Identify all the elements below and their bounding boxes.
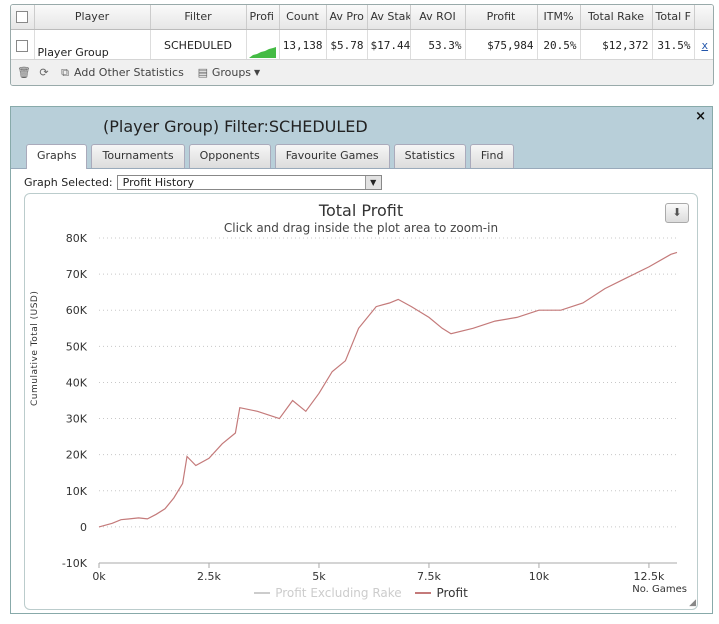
- chart-title: Total Profit: [318, 201, 404, 220]
- y-tick-label: 20K: [66, 449, 88, 462]
- legend-item-profit[interactable]: Profit: [415, 586, 468, 600]
- x-tick-label: 2.5k: [197, 570, 221, 583]
- row-checkbox[interactable]: [16, 39, 29, 52]
- graph-select-row: Graph Selected: Profit History ▼: [24, 175, 382, 190]
- column-header-total-f[interactable]: Total F: [652, 5, 695, 30]
- cell-total-rake: $12,372: [580, 29, 653, 61]
- column-header-count[interactable]: Count: [279, 5, 327, 30]
- graph-panel: (Player Group) Filter:SCHEDULED × Graphs…: [10, 106, 713, 614]
- column-header-total-rake[interactable]: Total Rake: [580, 5, 653, 30]
- statistics-table: Player Filter Profi Count Av Pro Av Stak…: [11, 5, 713, 61]
- legend-item-profit-excluding-rake[interactable]: Profit Excluding Rake: [254, 586, 402, 600]
- add-stats-icon: ⧉: [61, 65, 69, 79]
- column-header-av-roi[interactable]: Av ROI: [410, 5, 466, 30]
- chart-legend: Profit Excluding Rake Profit: [25, 583, 697, 600]
- legend-swatch: [415, 592, 432, 594]
- x-tick-label: 5k: [312, 570, 326, 583]
- cell-av-roi: 53.3%: [410, 29, 466, 61]
- y-tick-label: 50K: [66, 340, 88, 353]
- y-tick-label: -10K: [62, 557, 88, 570]
- statistics-panel: Player Filter Profi Count Av Pro Av Stak…: [10, 4, 714, 86]
- statistics-toolbar: 🗑 ⟳ ⧉ Add Other Statistics ▤ Groups ▼: [11, 59, 713, 85]
- cell-av-profit: $5.78: [326, 29, 368, 61]
- column-header-filter[interactable]: Filter: [150, 5, 247, 30]
- cell-total-f: 31.5%: [652, 29, 695, 61]
- export-button[interactable]: ⬇: [665, 203, 689, 223]
- graph-panel-title: (Player Group) Filter:SCHEDULED: [103, 117, 368, 136]
- tab-statistics[interactable]: Statistics: [393, 144, 466, 168]
- profit-sparkline: [248, 47, 276, 58]
- legend-swatch: [254, 592, 271, 594]
- x-tick-label: 12.5k: [633, 570, 664, 583]
- column-header-av-profit[interactable]: Av Pro: [326, 5, 368, 30]
- chevron-down-icon: ▼: [254, 68, 261, 77]
- graph-select-value: Profit History: [122, 176, 194, 189]
- y-tick-label: 10K: [66, 485, 88, 498]
- select-all-checkbox[interactable]: [16, 11, 29, 24]
- close-icon[interactable]: ×: [695, 109, 706, 124]
- cell-profit: $75,984: [465, 29, 538, 61]
- y-tick-label: 60K: [66, 304, 88, 317]
- column-header-av-stake[interactable]: Av Stak: [367, 5, 411, 30]
- legend-label: Profit: [436, 586, 468, 600]
- resize-handle-icon[interactable]: ◢: [689, 598, 696, 608]
- x-tick-label: 7.5k: [417, 570, 441, 583]
- graph-select-dropdown[interactable]: Profit History ▼: [116, 175, 382, 190]
- cell-remove[interactable]: x: [694, 29, 713, 61]
- graph-panel-header: (Player Group) Filter:SCHEDULED × Graphs…: [11, 107, 712, 169]
- cell-profit-sparkline: [246, 29, 280, 61]
- y-tick-label: 70K: [66, 268, 88, 281]
- chart-subtitle: Click and drag inside the plot area to z…: [223, 221, 499, 235]
- add-other-statistics-button[interactable]: ⧉ Add Other Statistics: [59, 66, 184, 79]
- x-tick-label: 10k: [529, 570, 550, 583]
- column-header-profit-graph[interactable]: Profi: [246, 5, 280, 30]
- sparkline-area: [248, 47, 276, 58]
- legend-label: Profit Excluding Rake: [275, 586, 402, 600]
- tab-find[interactable]: Find: [469, 144, 515, 168]
- add-other-statistics-label: Add Other Statistics: [74, 66, 184, 79]
- tab-tournaments[interactable]: Tournaments: [91, 144, 185, 168]
- cell-itm: 20.5%: [537, 29, 581, 61]
- remove-row-link[interactable]: x: [701, 38, 709, 52]
- column-header-player[interactable]: Player: [34, 5, 151, 30]
- tab-opponents[interactable]: Opponents: [188, 144, 271, 168]
- cell-count: 13,138: [279, 29, 327, 61]
- x-tick-label: 0k: [92, 570, 106, 583]
- cell-av-stake: $17.44: [367, 29, 411, 61]
- select-all-cell[interactable]: [11, 5, 35, 30]
- y-tick-label: 30K: [66, 413, 88, 426]
- table-row[interactable]: Player Group SCHEDULED 13,138 $5.78 $17.…: [11, 29, 713, 61]
- graph-selected-label: Graph Selected:: [24, 176, 113, 189]
- tab-graphs[interactable]: Graphs: [26, 144, 88, 169]
- refresh-icon[interactable]: ⟳: [39, 65, 49, 79]
- y-tick-label: 40K: [66, 376, 88, 389]
- column-header-profit[interactable]: Profit: [465, 5, 538, 30]
- tab-bar: Graphs Tournaments Opponents Favourite G…: [26, 144, 515, 169]
- table-header-row: Player Filter Profi Count Av Pro Av Stak…: [11, 5, 713, 30]
- profit-series-line: [98, 251, 678, 528]
- download-icon: ⬇: [672, 206, 682, 219]
- y-axis-label: Cumulative Total (USD): [30, 290, 40, 406]
- cell-player: Player Group: [34, 29, 151, 61]
- chevron-down-icon[interactable]: ▼: [364, 176, 381, 189]
- y-tick-label: 80K: [66, 232, 88, 245]
- row-select-cell[interactable]: [11, 29, 35, 61]
- chart-svg[interactable]: -10K 0 10K 20K 30K 40K 50K 60K 70K 80K 0k 2.5k 5k 7.5…: [25, 194, 699, 611]
- column-header-remove: [694, 5, 713, 30]
- chart-container[interactable]: -10K 0 10K 20K 30K 40K 50K 60K 70K 80K 0k 2.5k 5k 7.5…: [24, 193, 698, 610]
- x-axis-label: No. Games: [632, 584, 687, 595]
- groups-icon: ▤: [197, 65, 209, 79]
- cell-filter: SCHEDULED: [150, 29, 247, 61]
- groups-label: Groups: [211, 66, 252, 79]
- trash-icon[interactable]: 🗑: [17, 65, 31, 79]
- y-tick-label: 0: [80, 521, 87, 534]
- column-header-itm[interactable]: ITM%: [537, 5, 581, 30]
- groups-dropdown[interactable]: ▤ Groups ▼: [197, 65, 261, 79]
- tab-favourite-games[interactable]: Favourite Games: [274, 144, 390, 168]
